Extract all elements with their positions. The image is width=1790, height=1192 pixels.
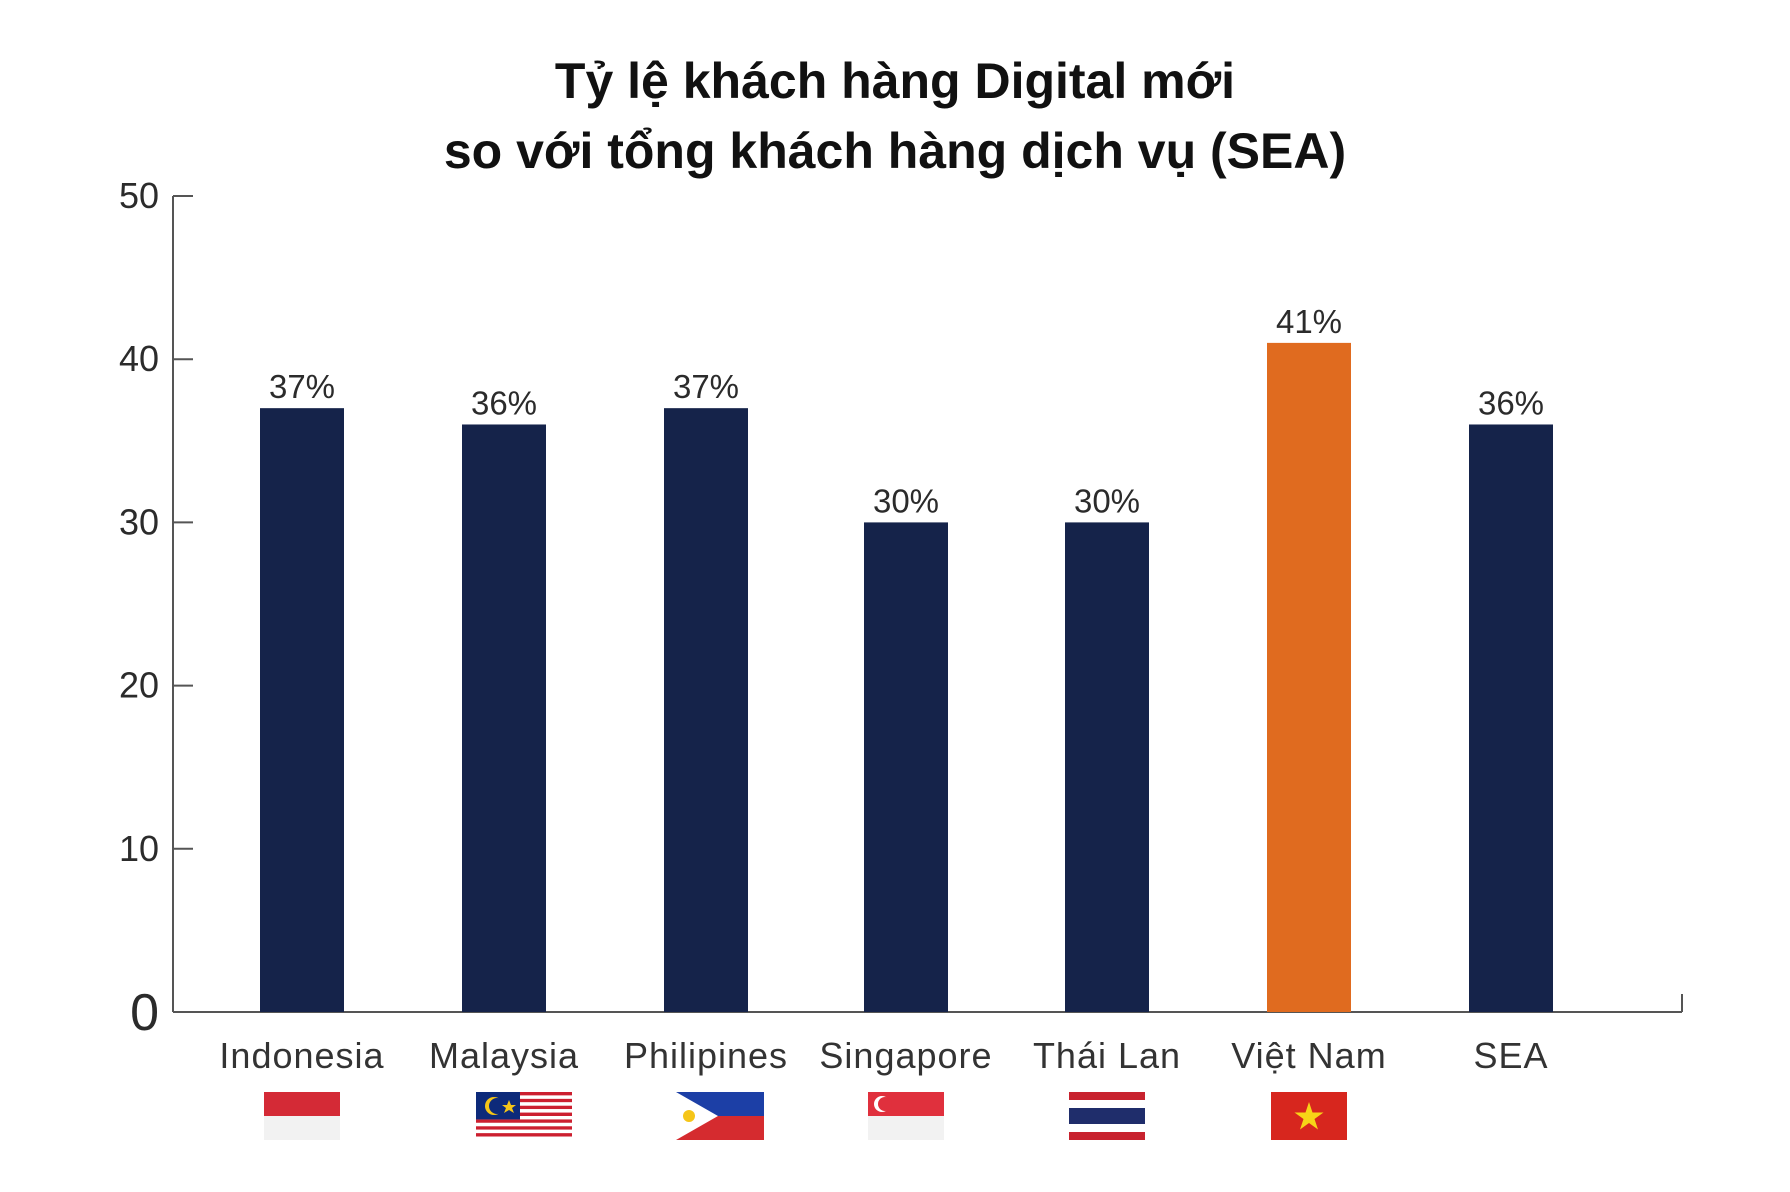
philippines-flag-icon bbox=[676, 1092, 764, 1140]
bar bbox=[864, 522, 948, 1012]
x-tick-label: Indonesia bbox=[219, 1035, 384, 1076]
y-tick-label: 20 bbox=[119, 665, 159, 706]
x-tick-label: SEA bbox=[1473, 1035, 1548, 1076]
bar bbox=[1469, 424, 1553, 1013]
y-tick-label: 50 bbox=[119, 175, 159, 216]
bar bbox=[664, 408, 748, 1012]
data-label: 36% bbox=[1478, 384, 1544, 421]
bar bbox=[1065, 522, 1149, 1012]
x-tick-label: Philipines bbox=[624, 1035, 788, 1076]
thailand-flag-icon bbox=[1069, 1092, 1145, 1140]
malaysia-flag-icon bbox=[476, 1092, 572, 1140]
chart-title-line-1: Tỷ lệ khách hàng Digital mới bbox=[554, 53, 1236, 109]
x-tick-label: Singapore bbox=[819, 1035, 992, 1076]
y-tick-label: 30 bbox=[119, 501, 159, 542]
bar bbox=[1267, 342, 1351, 1012]
indonesia-flag-icon bbox=[264, 1092, 340, 1140]
y-tick-label: 40 bbox=[119, 338, 159, 379]
x-tick-label: Thái Lan bbox=[1033, 1035, 1181, 1076]
data-label: 36% bbox=[471, 384, 537, 421]
x-tick-label: Malaysia bbox=[429, 1035, 579, 1076]
y-tick-label: 0 bbox=[130, 984, 159, 1042]
data-label: 37% bbox=[269, 368, 335, 405]
data-label: 30% bbox=[1074, 482, 1140, 519]
data-label: 41% bbox=[1276, 303, 1342, 340]
y-tick-label: 10 bbox=[119, 828, 159, 869]
bar bbox=[462, 424, 546, 1013]
singapore-flag-icon bbox=[868, 1092, 944, 1140]
data-label: 30% bbox=[873, 482, 939, 519]
bar bbox=[260, 408, 344, 1012]
vietnam-flag-icon bbox=[1271, 1092, 1347, 1140]
x-tick-label: Việt Nam bbox=[1231, 1035, 1386, 1076]
data-label: 37% bbox=[673, 368, 739, 405]
chart-title-line-2: so với tổng khách hàng dịch vụ (SEA) bbox=[443, 123, 1347, 179]
